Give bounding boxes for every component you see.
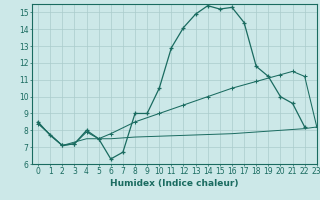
X-axis label: Humidex (Indice chaleur): Humidex (Indice chaleur) (110, 179, 239, 188)
